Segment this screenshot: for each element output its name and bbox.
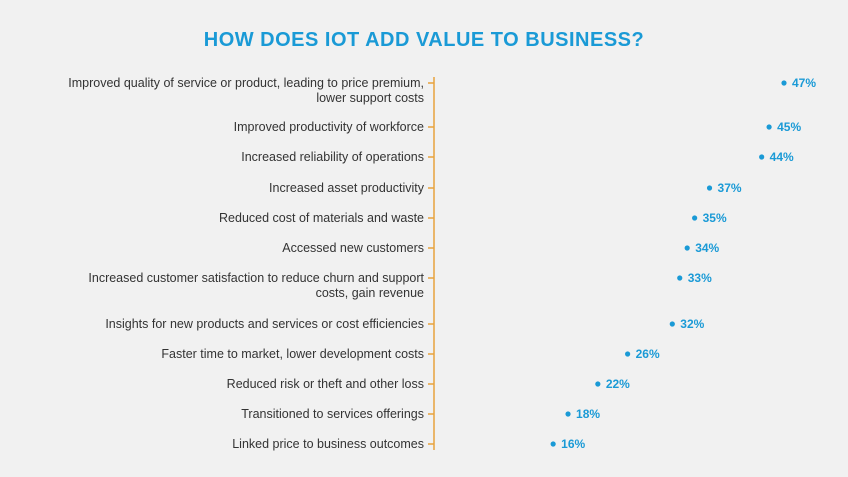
bar-point (781, 80, 787, 86)
category-label: Faster time to market, lower development… (161, 347, 424, 361)
chart-title: HOW DOES IOT ADD VALUE TO BUSINESS? (203, 29, 645, 51)
bar-point (595, 381, 601, 387)
category-label: costs, gain revenue (316, 286, 424, 300)
bar-point (550, 441, 556, 447)
bar-point (625, 351, 631, 357)
category-label: Reduced cost of materials and waste (219, 211, 424, 225)
data-label: 18% (576, 407, 600, 421)
category-label: Accessed new customers (282, 241, 424, 255)
category-label: Increased asset productivity (269, 181, 425, 195)
data-label: 16% (561, 437, 585, 451)
category-label: Reduced risk or theft and other loss (227, 377, 424, 391)
data-label: 33% (688, 271, 712, 285)
bar-point (684, 245, 690, 251)
bar-point (766, 124, 772, 130)
category-label: lower support costs (316, 91, 424, 105)
category-label: Transitioned to services offerings (241, 407, 424, 421)
bar-point (706, 185, 713, 191)
data-label: 44% (770, 150, 794, 164)
data-label: 34% (695, 241, 719, 255)
bar-point (565, 411, 571, 417)
category-label: Improved productivity of workforce (234, 120, 424, 134)
data-label: 37% (718, 181, 742, 195)
bar-point (677, 275, 683, 281)
data-label: 47% (792, 76, 816, 90)
bar-point (759, 154, 765, 160)
bar-point (669, 321, 675, 327)
data-label: 45% (777, 120, 801, 134)
bar-point (692, 215, 698, 221)
data-label: 22% (606, 377, 630, 391)
data-label: 32% (680, 317, 704, 331)
category-label: Increased reliability of operations (241, 150, 424, 164)
category-label: Insights for new products and services o… (105, 317, 424, 331)
category-label: Linked price to business outcomes (232, 437, 424, 451)
category-label: Increased customer satisfaction to reduc… (88, 271, 424, 285)
data-label: 35% (703, 211, 727, 225)
chart-marks: 47% Improved quality of service or produc… (68, 76, 816, 451)
data-label: 26% (636, 347, 660, 361)
category-label: Improved quality of service or product, … (68, 76, 424, 90)
